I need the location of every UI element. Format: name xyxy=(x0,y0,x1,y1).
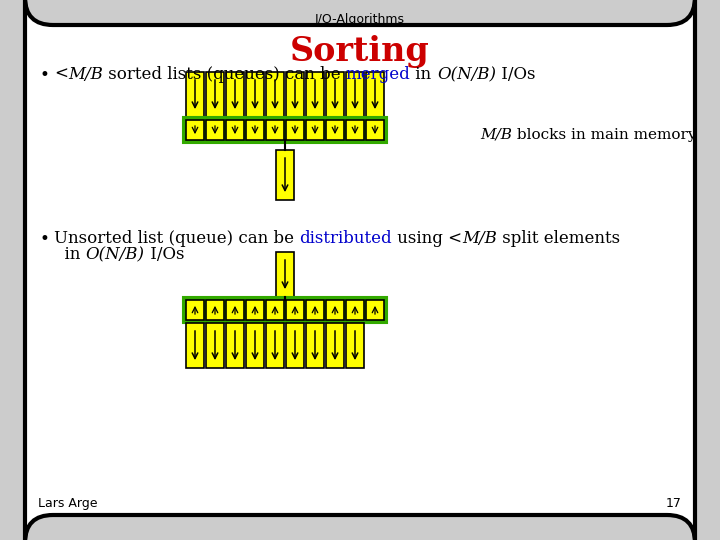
Text: •: • xyxy=(40,66,50,84)
Bar xyxy=(346,72,364,117)
Text: blocks in main memory: blocks in main memory xyxy=(512,128,696,142)
Text: Unsorted list (queue) can be: Unsorted list (queue) can be xyxy=(54,230,300,247)
Bar xyxy=(183,117,387,143)
Text: M/B: M/B xyxy=(68,66,103,83)
Bar xyxy=(306,120,324,140)
Text: O(N/B): O(N/B) xyxy=(86,246,145,263)
Text: in: in xyxy=(410,66,437,83)
Text: split elements: split elements xyxy=(497,230,620,247)
Text: <: < xyxy=(54,66,68,83)
Text: in: in xyxy=(54,246,86,263)
Bar xyxy=(266,120,284,140)
Bar xyxy=(226,120,244,140)
Bar xyxy=(246,300,264,320)
Bar xyxy=(346,300,364,320)
Bar xyxy=(226,300,244,320)
Bar xyxy=(306,300,324,320)
Text: M/B: M/B xyxy=(462,230,497,247)
Bar xyxy=(206,72,224,117)
Bar xyxy=(366,300,384,320)
Bar xyxy=(266,300,284,320)
Bar xyxy=(246,323,264,368)
Text: O(N/B): O(N/B) xyxy=(437,66,496,83)
Text: •: • xyxy=(40,230,50,248)
Bar xyxy=(186,120,204,140)
Bar xyxy=(206,300,224,320)
Bar xyxy=(306,323,324,368)
Bar xyxy=(286,72,304,117)
Bar xyxy=(186,300,204,320)
Text: merged: merged xyxy=(346,66,410,83)
Bar xyxy=(326,72,344,117)
Bar xyxy=(183,297,387,323)
Bar xyxy=(346,120,364,140)
Bar xyxy=(366,72,384,117)
Text: using <: using < xyxy=(392,230,462,247)
Text: sorted lists (queues) can be: sorted lists (queues) can be xyxy=(103,66,346,83)
Text: 17: 17 xyxy=(666,497,682,510)
Text: M/B: M/B xyxy=(480,128,512,142)
Bar xyxy=(206,323,224,368)
Bar xyxy=(246,120,264,140)
Bar xyxy=(326,323,344,368)
Text: I/O-Algorithms: I/O-Algorithms xyxy=(315,13,405,26)
Bar xyxy=(286,300,304,320)
Bar xyxy=(326,120,344,140)
Bar xyxy=(226,323,244,368)
Bar xyxy=(246,72,264,117)
Bar xyxy=(346,323,364,368)
Text: distributed: distributed xyxy=(300,230,392,247)
Bar xyxy=(326,300,344,320)
Bar xyxy=(276,150,294,200)
Text: Lars Arge: Lars Arge xyxy=(38,497,97,510)
Bar xyxy=(306,72,324,117)
Bar xyxy=(366,120,384,140)
Bar xyxy=(226,72,244,117)
Text: Sorting: Sorting xyxy=(290,35,430,68)
Bar xyxy=(266,323,284,368)
Bar xyxy=(206,120,224,140)
Bar xyxy=(276,252,294,297)
Bar xyxy=(186,72,204,117)
Text: I/Os: I/Os xyxy=(145,246,184,263)
FancyBboxPatch shape xyxy=(25,0,695,540)
Text: I/Os: I/Os xyxy=(496,66,536,83)
Bar xyxy=(286,323,304,368)
Bar xyxy=(286,120,304,140)
Bar xyxy=(186,323,204,368)
Bar xyxy=(266,72,284,117)
